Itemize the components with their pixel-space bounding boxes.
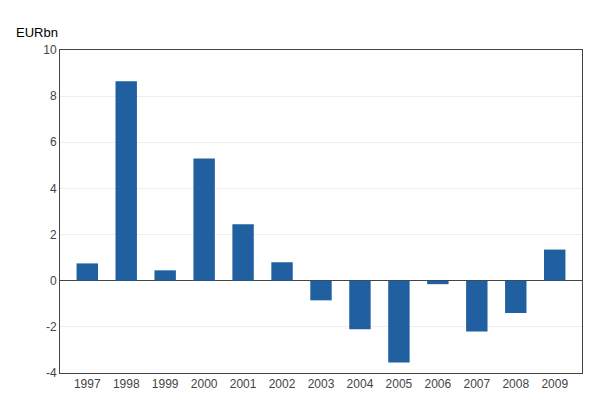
svg-text:2004: 2004 [347, 377, 374, 391]
svg-text:2002: 2002 [269, 377, 296, 391]
svg-text:EURbn: EURbn [16, 25, 58, 40]
svg-text:1999: 1999 [152, 377, 179, 391]
svg-text:2007: 2007 [463, 377, 490, 391]
svg-text:8: 8 [50, 89, 57, 103]
svg-text:2: 2 [50, 228, 57, 242]
svg-text:2008: 2008 [502, 377, 529, 391]
svg-text:1998: 1998 [113, 377, 140, 391]
svg-text:4: 4 [50, 182, 57, 196]
svg-text:1997: 1997 [74, 377, 101, 391]
svg-text:2009: 2009 [541, 377, 568, 391]
svg-text:0: 0 [50, 274, 57, 288]
svg-text:10: 10 [43, 43, 57, 57]
svg-text:2001: 2001 [230, 377, 257, 391]
svg-text:6: 6 [50, 135, 57, 149]
svg-text:2005: 2005 [386, 377, 413, 391]
svg-text:-2: -2 [46, 320, 57, 334]
svg-text:-4: -4 [46, 366, 57, 380]
svg-text:2003: 2003 [308, 377, 335, 391]
svg-text:2000: 2000 [191, 377, 218, 391]
svg-text:2006: 2006 [425, 377, 452, 391]
